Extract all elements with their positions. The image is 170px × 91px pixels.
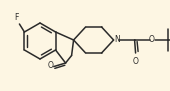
Text: O: O bbox=[47, 61, 53, 70]
Text: O: O bbox=[149, 35, 155, 44]
Text: O: O bbox=[133, 57, 139, 66]
Text: F: F bbox=[14, 13, 19, 22]
Text: N: N bbox=[115, 35, 120, 44]
